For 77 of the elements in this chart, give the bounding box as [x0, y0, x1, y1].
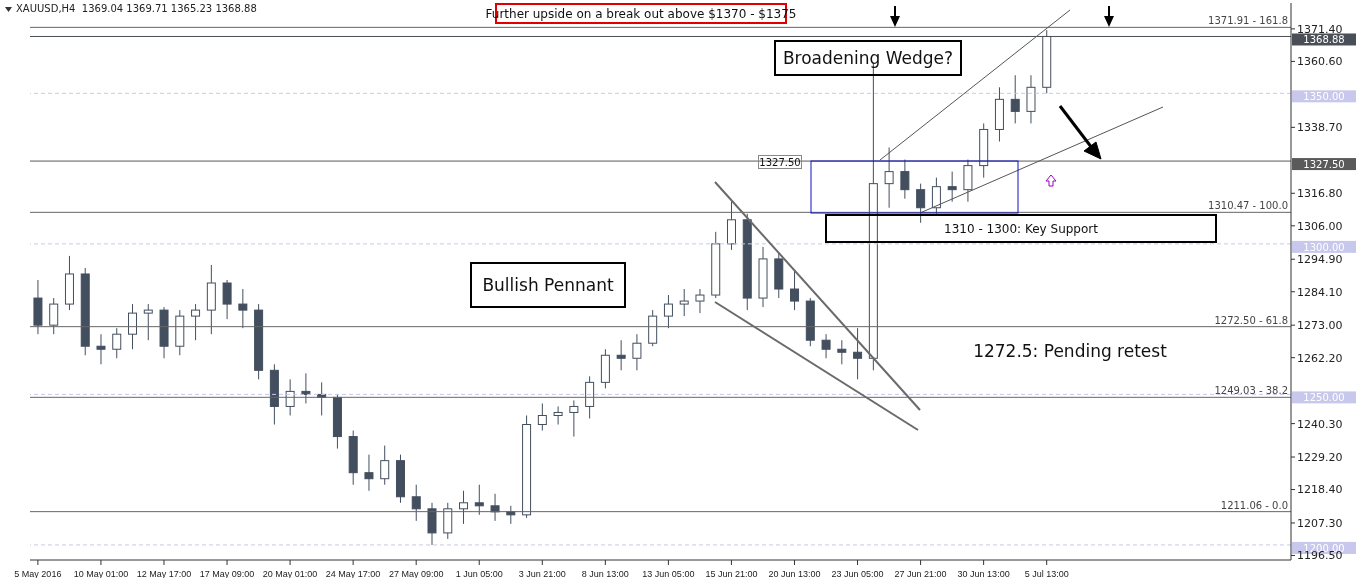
ref-line-label: 1371.91 - 161.8 [1208, 15, 1288, 27]
candlestick [459, 490, 469, 525]
candlestick [616, 339, 626, 371]
x-tick-label: 27 May 09:00 [388, 569, 444, 579]
candlestick [632, 333, 642, 371]
x-tick-label: 8 Jun 13:00 [581, 569, 629, 579]
candlestick [1010, 74, 1020, 124]
x-tick-label: 5 Jul 13:00 [1024, 569, 1069, 579]
y-tick-label: 1338.70 [1297, 121, 1343, 135]
x-tick-label: 17 May 09:00 [199, 569, 255, 579]
x-tick-label: 13 Jun 05:00 [642, 569, 695, 579]
x-tick-label: 3 Jun 21:00 [518, 569, 566, 579]
candlestick [837, 339, 847, 365]
y-tick-label: 1306.00 [1297, 219, 1343, 233]
candlestick [222, 279, 232, 320]
x-tick-label: 23 Jun 05:00 [831, 569, 884, 579]
annotation: 1310 - 1300: Key Support [825, 214, 1217, 243]
y-tick-label: 1262.20 [1297, 351, 1343, 365]
candlestick [663, 294, 673, 329]
x-tick-label: 5 May 2016 [14, 569, 62, 579]
candlestick [553, 405, 563, 426]
candlestick [112, 327, 122, 359]
x-tick-label: 15 Jun 21:00 [705, 569, 758, 579]
y-tick-label: 1229.20 [1297, 450, 1343, 464]
x-tick-label: 30 Jun 13:00 [957, 569, 1010, 579]
ref-line-label: 1272.50 - 61.8 [1214, 314, 1288, 326]
candlestick [884, 147, 894, 209]
ref-line-label: 1310.47 - 100.0 [1208, 200, 1288, 212]
ref-line-label: 1327.50 [1303, 159, 1345, 171]
ref-line-label: 1249.03 - 38.2 [1214, 385, 1288, 397]
candlestick [380, 445, 390, 486]
chart-title: XAUUSD,H4 1369.04 1369.71 1365.23 1368.88 [16, 3, 257, 14]
candlestick [916, 183, 926, 224]
candlestick [191, 303, 201, 341]
y-tick-label: 1240.30 [1297, 417, 1343, 431]
x-tick-label: 1 Jun 05:00 [455, 569, 503, 579]
candlestick [143, 303, 153, 341]
candlestick [128, 303, 138, 350]
candlestick [790, 270, 800, 311]
ref-line-label: 1368.88 [1303, 34, 1345, 46]
candlestick [49, 297, 59, 335]
y-tick-label: 1360.60 [1297, 55, 1343, 69]
candlestick [679, 288, 689, 317]
candlestick [301, 372, 311, 404]
annotation: 1327.50 [758, 155, 802, 169]
candlestick [821, 333, 831, 359]
annotation: 1272.5: Pending retest [972, 340, 1168, 363]
candlestick [900, 159, 910, 200]
candlestick [931, 177, 941, 215]
y-tick-label: 1284.10 [1297, 285, 1343, 299]
candlestick [695, 288, 705, 314]
y-tick-label: 1294.90 [1297, 253, 1343, 267]
y-tick-label: 1207.30 [1297, 516, 1343, 530]
y-tick-label: 1316.80 [1297, 187, 1343, 201]
y-tick-label: 1273.00 [1297, 319, 1343, 333]
candlestick [96, 333, 106, 365]
y-tick-label: 1218.40 [1297, 483, 1343, 497]
candlestick [238, 288, 248, 329]
y-tick-label: 1371.40 [1297, 22, 1343, 36]
x-tick-label: 24 May 17:00 [325, 569, 381, 579]
annotation: Broadening Wedge? [774, 40, 962, 76]
x-tick-label: 27 Jun 21:00 [894, 569, 947, 579]
candlestick [490, 493, 500, 522]
x-tick-label: 10 May 01:00 [73, 569, 129, 579]
candlestick [285, 378, 295, 416]
x-tick-label: 20 May 01:00 [262, 569, 318, 579]
candlestick [411, 484, 421, 522]
candlestick [474, 484, 484, 516]
candlestick [364, 454, 374, 492]
annotation: Bullish Pennant [470, 262, 626, 308]
x-tick-label: 20 Jun 13:00 [768, 569, 821, 579]
candlestick [537, 402, 547, 432]
candlestick [853, 327, 863, 380]
candlestick [569, 399, 579, 438]
x-tick-label: 12 May 17:00 [136, 569, 192, 579]
ref-line-label: 1211.06 - 0.0 [1220, 499, 1288, 511]
candlestick [947, 171, 957, 203]
